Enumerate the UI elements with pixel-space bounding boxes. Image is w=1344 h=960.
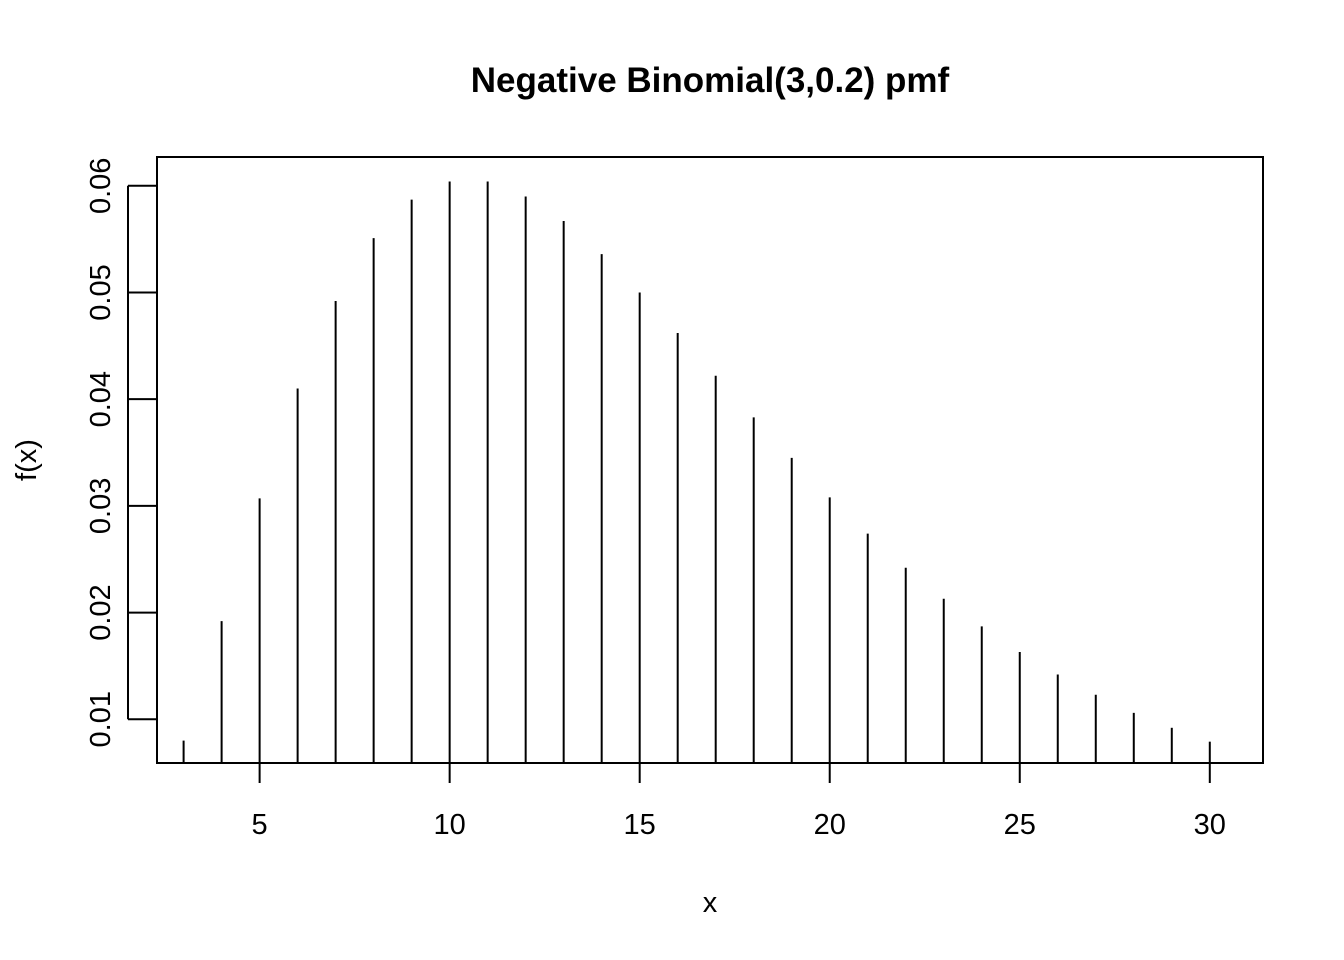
y-tick-label-0.05: 0.05 [85, 264, 117, 320]
y-axis: 0.01 0.02 0.03 0.04 0.05 0.06 [85, 158, 157, 747]
y-tick-label-0.02: 0.02 [85, 584, 117, 640]
x-axis: 5 10 15 20 25 30 [252, 762, 1226, 841]
chart-title: Negative Binomial(3,0.2) pmf [471, 61, 950, 100]
x-tick-label-30: 30 [1194, 809, 1226, 841]
x-tick-label-20: 20 [814, 809, 846, 841]
x-tick-label-25: 25 [1004, 809, 1036, 841]
y-tick-label-0.01: 0.01 [85, 691, 117, 747]
y-tick-label-0.06: 0.06 [85, 158, 117, 214]
data-spikes [182, 181, 1211, 763]
y-tick-label-0.04: 0.04 [85, 371, 117, 427]
x-tick-label-10: 10 [434, 809, 466, 841]
x-axis-label: x [703, 887, 718, 919]
x-tick-label-5: 5 [252, 809, 268, 841]
x-tick-label-15: 15 [624, 809, 656, 841]
plot-area [156, 156, 1264, 764]
y-tick-label-0.03: 0.03 [85, 478, 117, 534]
y-axis-label: f(x) [11, 439, 43, 481]
